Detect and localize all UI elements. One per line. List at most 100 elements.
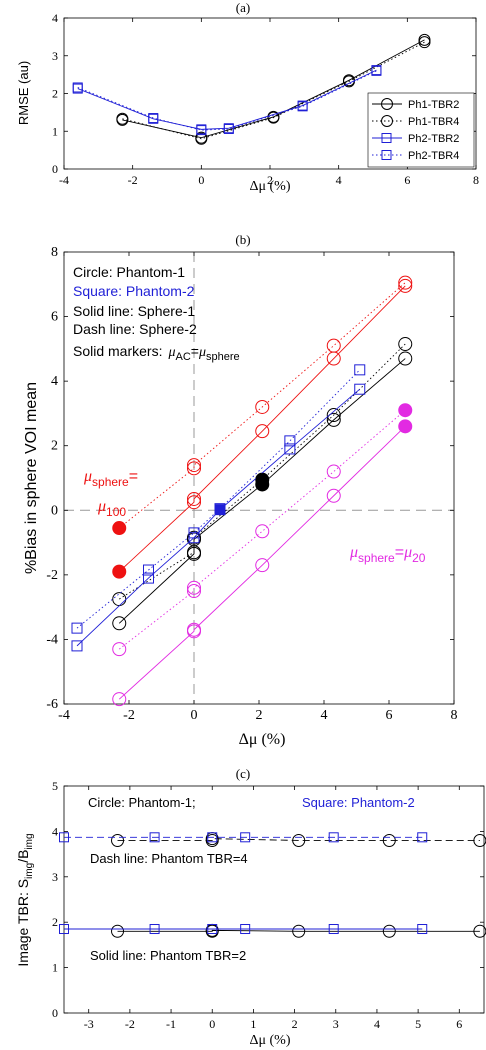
series-0 <box>111 832 486 847</box>
series-line <box>118 358 406 624</box>
data-point-square <box>143 564 154 576</box>
panel-b-red-mu-100-label: μ100 <box>97 498 126 519</box>
x-tick-label: -1 <box>166 1017 176 1031</box>
data-point-square <box>59 924 69 935</box>
data-point-square <box>284 443 296 455</box>
panel-c-dash-note: Dash line: Phantom TBR=4 <box>90 851 248 866</box>
data-point-square <box>143 572 154 584</box>
data-point-circle <box>398 351 413 366</box>
data-point-circle <box>111 924 125 938</box>
series-line <box>77 70 377 131</box>
panel-b-solid-line-note: Solid line: Sphere-1 <box>73 303 195 319</box>
y-tick-label: 8 <box>51 245 58 260</box>
data-point-square <box>149 832 160 843</box>
data-point-circle <box>187 622 201 637</box>
panel-b-dash-line-note: Dash line: Sphere-2 <box>73 321 197 337</box>
data-point-square <box>188 527 200 539</box>
data-point-square <box>207 924 218 935</box>
solid-marker-circle <box>398 403 412 417</box>
data-point-circle <box>326 412 341 427</box>
x-tick-label: 0 <box>191 708 198 723</box>
data-point-circle <box>187 530 201 545</box>
panel-a-x-axis-label: Δμ (%) <box>249 179 290 194</box>
legend-label: Ph2-TBR2 <box>408 133 459 145</box>
y-tick-label: 2 <box>51 439 58 454</box>
y-tick-label: 0 <box>52 1006 58 1020</box>
panel-b-magenta-mu-label: μsphere=μ20 <box>349 544 426 565</box>
panel-a: (a) -4 -2 0 2 4 6 8 0 1 2 3 4 Δμ (%) RMSE (au) Ph1… <box>16 0 479 194</box>
series-line <box>117 838 480 841</box>
legend-label: Ph1-TBR4 <box>408 116 459 128</box>
solid-marker-circle <box>112 565 126 579</box>
data-point-circle <box>187 580 201 595</box>
data-point-circle <box>112 692 127 707</box>
y-tick-label: 4 <box>51 374 58 389</box>
solid-marker-square <box>215 504 225 515</box>
data-point-square <box>59 832 69 843</box>
panel-c-circle-note: Circle: Phantom-1; <box>88 795 196 810</box>
data-point-circle <box>418 36 431 49</box>
y-tick-label: 3 <box>52 49 58 63</box>
data-point-circle <box>187 458 201 473</box>
x-tick-label: 0 <box>198 173 204 187</box>
panel-c-square-note: Square: Phantom-2 <box>302 795 415 810</box>
series-line <box>77 69 377 130</box>
legend-marker-square <box>381 133 392 143</box>
data-point-circle <box>398 275 413 290</box>
data-point-square <box>240 924 251 935</box>
data-point-square <box>240 832 251 843</box>
legend-marker-square <box>381 150 392 160</box>
series-line <box>76 388 361 647</box>
x-tick-label: 6 <box>456 1017 462 1031</box>
data-point-square <box>354 383 366 395</box>
data-point-circle <box>112 642 127 657</box>
panel-b-x-ticks: -4 -2 0 2 4 6 8 <box>58 252 458 723</box>
data-point-circle <box>111 833 125 847</box>
y-tick-label: 5 <box>52 779 58 793</box>
x-tick-label: 8 <box>473 173 479 187</box>
panel-b-x-axis-label: Δμ (%) <box>239 731 286 748</box>
y-tick-label: 1 <box>52 124 58 138</box>
panel-c-x-axis-label: Δμ (%) <box>249 1033 290 1048</box>
x-tick-label: -4 <box>59 173 69 187</box>
series-7 <box>112 403 413 657</box>
x-tick-label: 4 <box>336 173 342 187</box>
data-point-circle <box>187 491 201 506</box>
data-point-circle <box>398 337 413 352</box>
series-line <box>122 41 425 140</box>
data-point-circle <box>267 111 280 124</box>
panel-b-circle-note: Circle: Phantom-1 <box>73 264 185 280</box>
panel-b-series <box>71 275 413 707</box>
data-point-square <box>207 832 218 843</box>
data-point-square <box>354 364 366 376</box>
series-line <box>118 409 406 650</box>
series-line <box>119 343 406 600</box>
series-ph1-tbr4 <box>116 36 431 145</box>
y-tick-label: 6 <box>51 310 58 325</box>
legend-label: Ph2-TBR4 <box>408 150 459 162</box>
data-point-square <box>284 435 296 447</box>
panel-a-legend-box <box>367 92 475 168</box>
legend-item: Ph2-TBR4 <box>372 150 459 162</box>
y-tick-label: 3 <box>52 870 58 884</box>
data-point-square <box>297 101 308 112</box>
data-point-circle <box>255 558 270 573</box>
data-point-circle <box>326 488 341 503</box>
data-point-circle <box>187 545 201 560</box>
x-tick-label: 1 <box>250 1017 256 1031</box>
y-tick-label: 2 <box>52 87 58 101</box>
series-3 <box>71 364 366 634</box>
legend-marker-circle <box>381 98 393 110</box>
data-point-square <box>71 622 83 634</box>
panel-a-series <box>72 33 431 145</box>
x-tick-label: 3 <box>333 1017 339 1031</box>
x-tick-label: 2 <box>256 708 263 723</box>
panel-b-solid-markers-note: Solid markers: μAC=μsphere <box>73 343 240 363</box>
x-tick-label: 4 <box>321 708 328 723</box>
data-point-square <box>328 832 339 843</box>
data-point-square <box>196 125 207 136</box>
data-point-circle <box>187 584 201 598</box>
panel-a-label: (a) <box>236 0 250 15</box>
panel-b-red-mu-sphere-label: μsphere= <box>83 468 138 489</box>
